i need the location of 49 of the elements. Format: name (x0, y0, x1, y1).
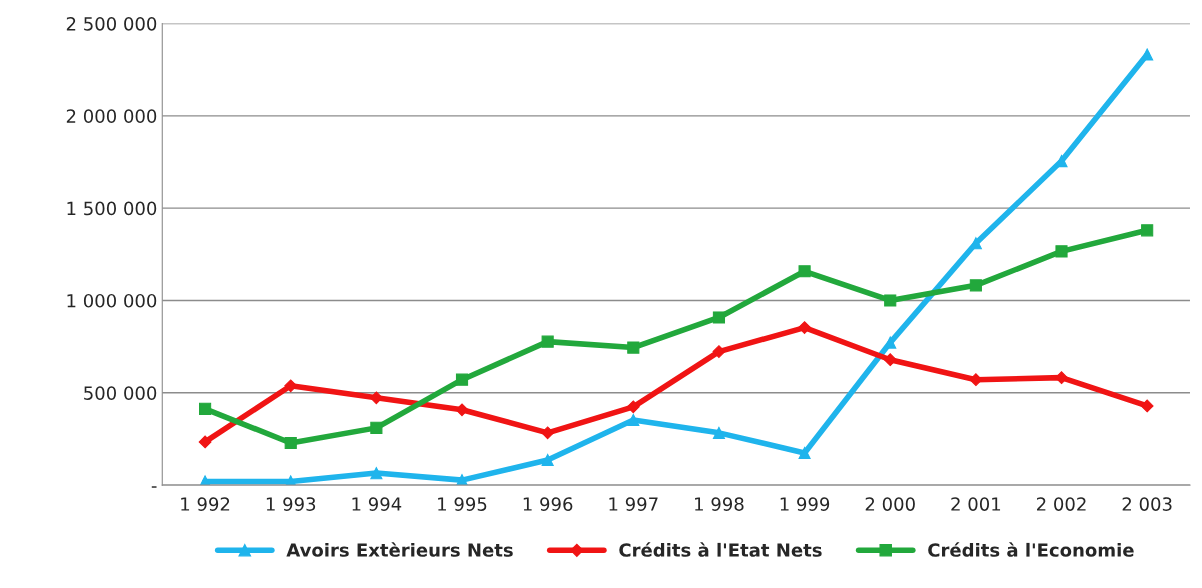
x-tick-label: 2 000 (865, 497, 915, 511)
x-tick-label: 1 993 (266, 497, 316, 511)
point (798, 265, 811, 278)
point (627, 341, 640, 354)
x-tick-label: 2 001 (951, 497, 1001, 511)
x-tick-label: 2 002 (1036, 497, 1086, 511)
x-tick-label: 1 992 (181, 497, 230, 511)
point (1140, 399, 1154, 413)
point (712, 426, 726, 439)
point (1055, 245, 1068, 258)
point (627, 413, 640, 426)
point (455, 403, 469, 417)
x-tick-label: 1 994 (352, 497, 402, 511)
point (883, 353, 897, 367)
y-tick-label: - (151, 486, 157, 488)
x-tick-label: 1 999 (780, 497, 830, 511)
point (369, 391, 383, 405)
y-tick-label: 500 000 (84, 386, 157, 400)
point (626, 400, 640, 414)
point (541, 426, 555, 440)
legend-label: Avoirs Extèrieurs Nets (286, 542, 513, 557)
point (370, 467, 383, 480)
point (284, 436, 297, 450)
x-tick-label: 1 995 (438, 497, 487, 511)
point (541, 335, 554, 348)
point (455, 373, 469, 386)
point (712, 345, 726, 359)
point (370, 421, 383, 434)
x-tick-label: 2 003 (1122, 497, 1172, 511)
y-tick-label: 1 500 000 (67, 201, 157, 216)
x-tick-label: 1 998 (695, 497, 744, 511)
point (798, 446, 811, 460)
y-tick-label: 2 000 000 (66, 109, 157, 123)
point (884, 294, 897, 307)
x-tick-label: 1 996 (523, 497, 573, 511)
point (198, 435, 212, 449)
point (199, 402, 212, 415)
point (969, 279, 982, 292)
point (798, 321, 811, 335)
y-tick-label: 1 000 000 (67, 293, 157, 308)
legend-label: Crédits à l'Economie (928, 542, 1134, 557)
y-tick-label: 2 500 000 (66, 16, 157, 31)
point (541, 453, 554, 467)
point (284, 379, 298, 393)
point (1141, 224, 1154, 237)
x-tick-label: 1 997 (609, 497, 658, 511)
point (712, 311, 726, 324)
legend-label: Crédits à l'Etat Nets (619, 542, 822, 557)
point (1055, 371, 1068, 385)
